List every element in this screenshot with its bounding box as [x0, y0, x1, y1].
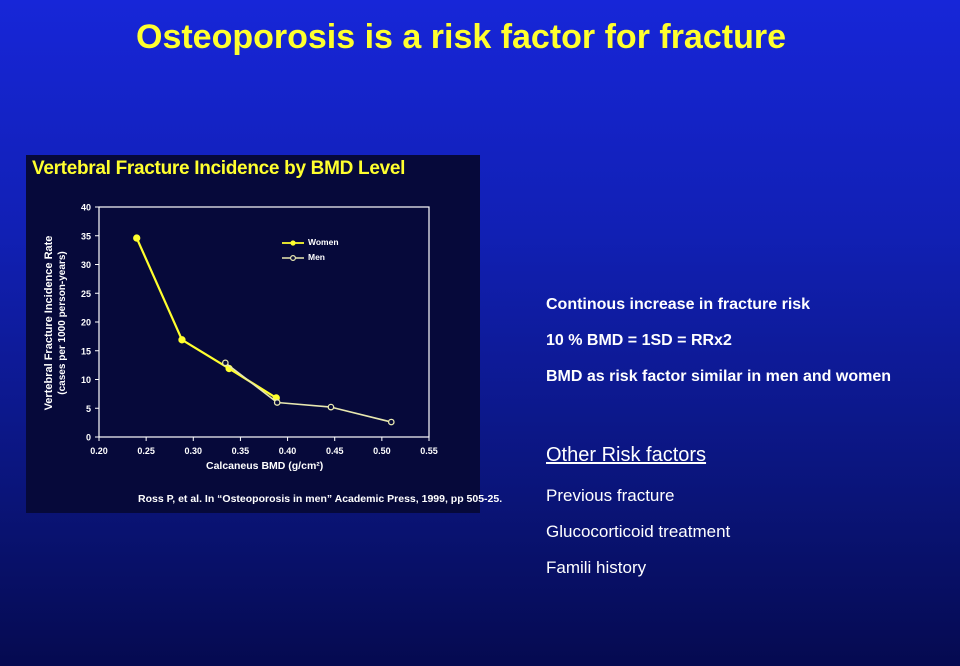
x-tick-label: 0.50: [373, 446, 391, 456]
slide-title: Osteoporosis is a risk factor for fractu…: [136, 18, 786, 56]
y-tick-label: 35: [81, 231, 91, 241]
y-axis-label: Vertebral Fracture Incidence Rate: [43, 235, 55, 411]
y-tick-label: 20: [81, 318, 91, 328]
legend-item-men: Men: [282, 250, 339, 265]
x-tick-label: 0.55: [420, 446, 438, 456]
chart-legend: Women Men: [282, 235, 339, 265]
y-tick-label: 15: [81, 346, 91, 356]
x-tick-label: 0.40: [279, 446, 297, 456]
x-tick-label: 0.20: [90, 446, 108, 456]
y-tick-label: 25: [81, 289, 91, 299]
y-tick-label: 10: [81, 375, 91, 385]
y-tick-label: 5: [86, 404, 91, 414]
chart-plot: 0.20 0.25 0.30 0.35 0.40 0.45 0.50 0.55 0 5 10 15 20…: [81, 203, 438, 457]
data-point-men: [221, 359, 229, 367]
x-tick-label: 0.30: [185, 446, 203, 456]
x-tick-label: 0.45: [326, 446, 344, 456]
legend-swatch-men: [282, 254, 304, 261]
key-point: Continous increase in fracture risk: [546, 296, 811, 313]
series-line-men: [224, 362, 392, 423]
legend-label-women: Women: [308, 237, 339, 247]
legend-label-men: Men: [308, 252, 325, 262]
key-point: BMD as risk factor similar in men and wo…: [546, 368, 891, 385]
data-point-men: [387, 418, 395, 426]
x-axis-label: Calcaneus BMD (g/cm²): [206, 460, 324, 472]
y-tick-label: 40: [81, 203, 91, 213]
y-axis-sublabel: (cases per 1000 person-years): [57, 251, 68, 395]
legend-swatch-women: [282, 239, 304, 246]
data-point-women: [178, 336, 186, 344]
risk-factors-heading: Other Risk factors: [546, 444, 707, 466]
chart-citation: Ross P, et al. In “Osteoporosis in men” …: [138, 493, 503, 505]
chart-title: Vertebral Fracture Incidence by BMD Leve…: [32, 158, 406, 179]
risk-factor-item: Glucocorticoid treatment: [546, 522, 731, 541]
data-point-women: [133, 234, 141, 242]
plot-frame: [98, 206, 430, 438]
risk-factor-item: Previous fracture: [546, 486, 675, 505]
series-line-women: [135, 237, 277, 399]
chart-figure: Vertebral Fracture Incidence by BMD Leve…: [26, 155, 502, 513]
y-tick-label: 0: [86, 433, 91, 443]
y-tick-label: 30: [81, 260, 91, 270]
data-point-men: [327, 403, 335, 411]
data-point-men: [273, 399, 281, 406]
risk-factor-item: Famili history: [546, 558, 647, 577]
x-tick-label: 0.25: [137, 446, 155, 456]
key-point: 10 % BMD = 1SD = RRx2: [546, 332, 732, 349]
x-tick-label: 0.35: [232, 446, 250, 456]
legend-item-women: Women: [282, 235, 339, 250]
